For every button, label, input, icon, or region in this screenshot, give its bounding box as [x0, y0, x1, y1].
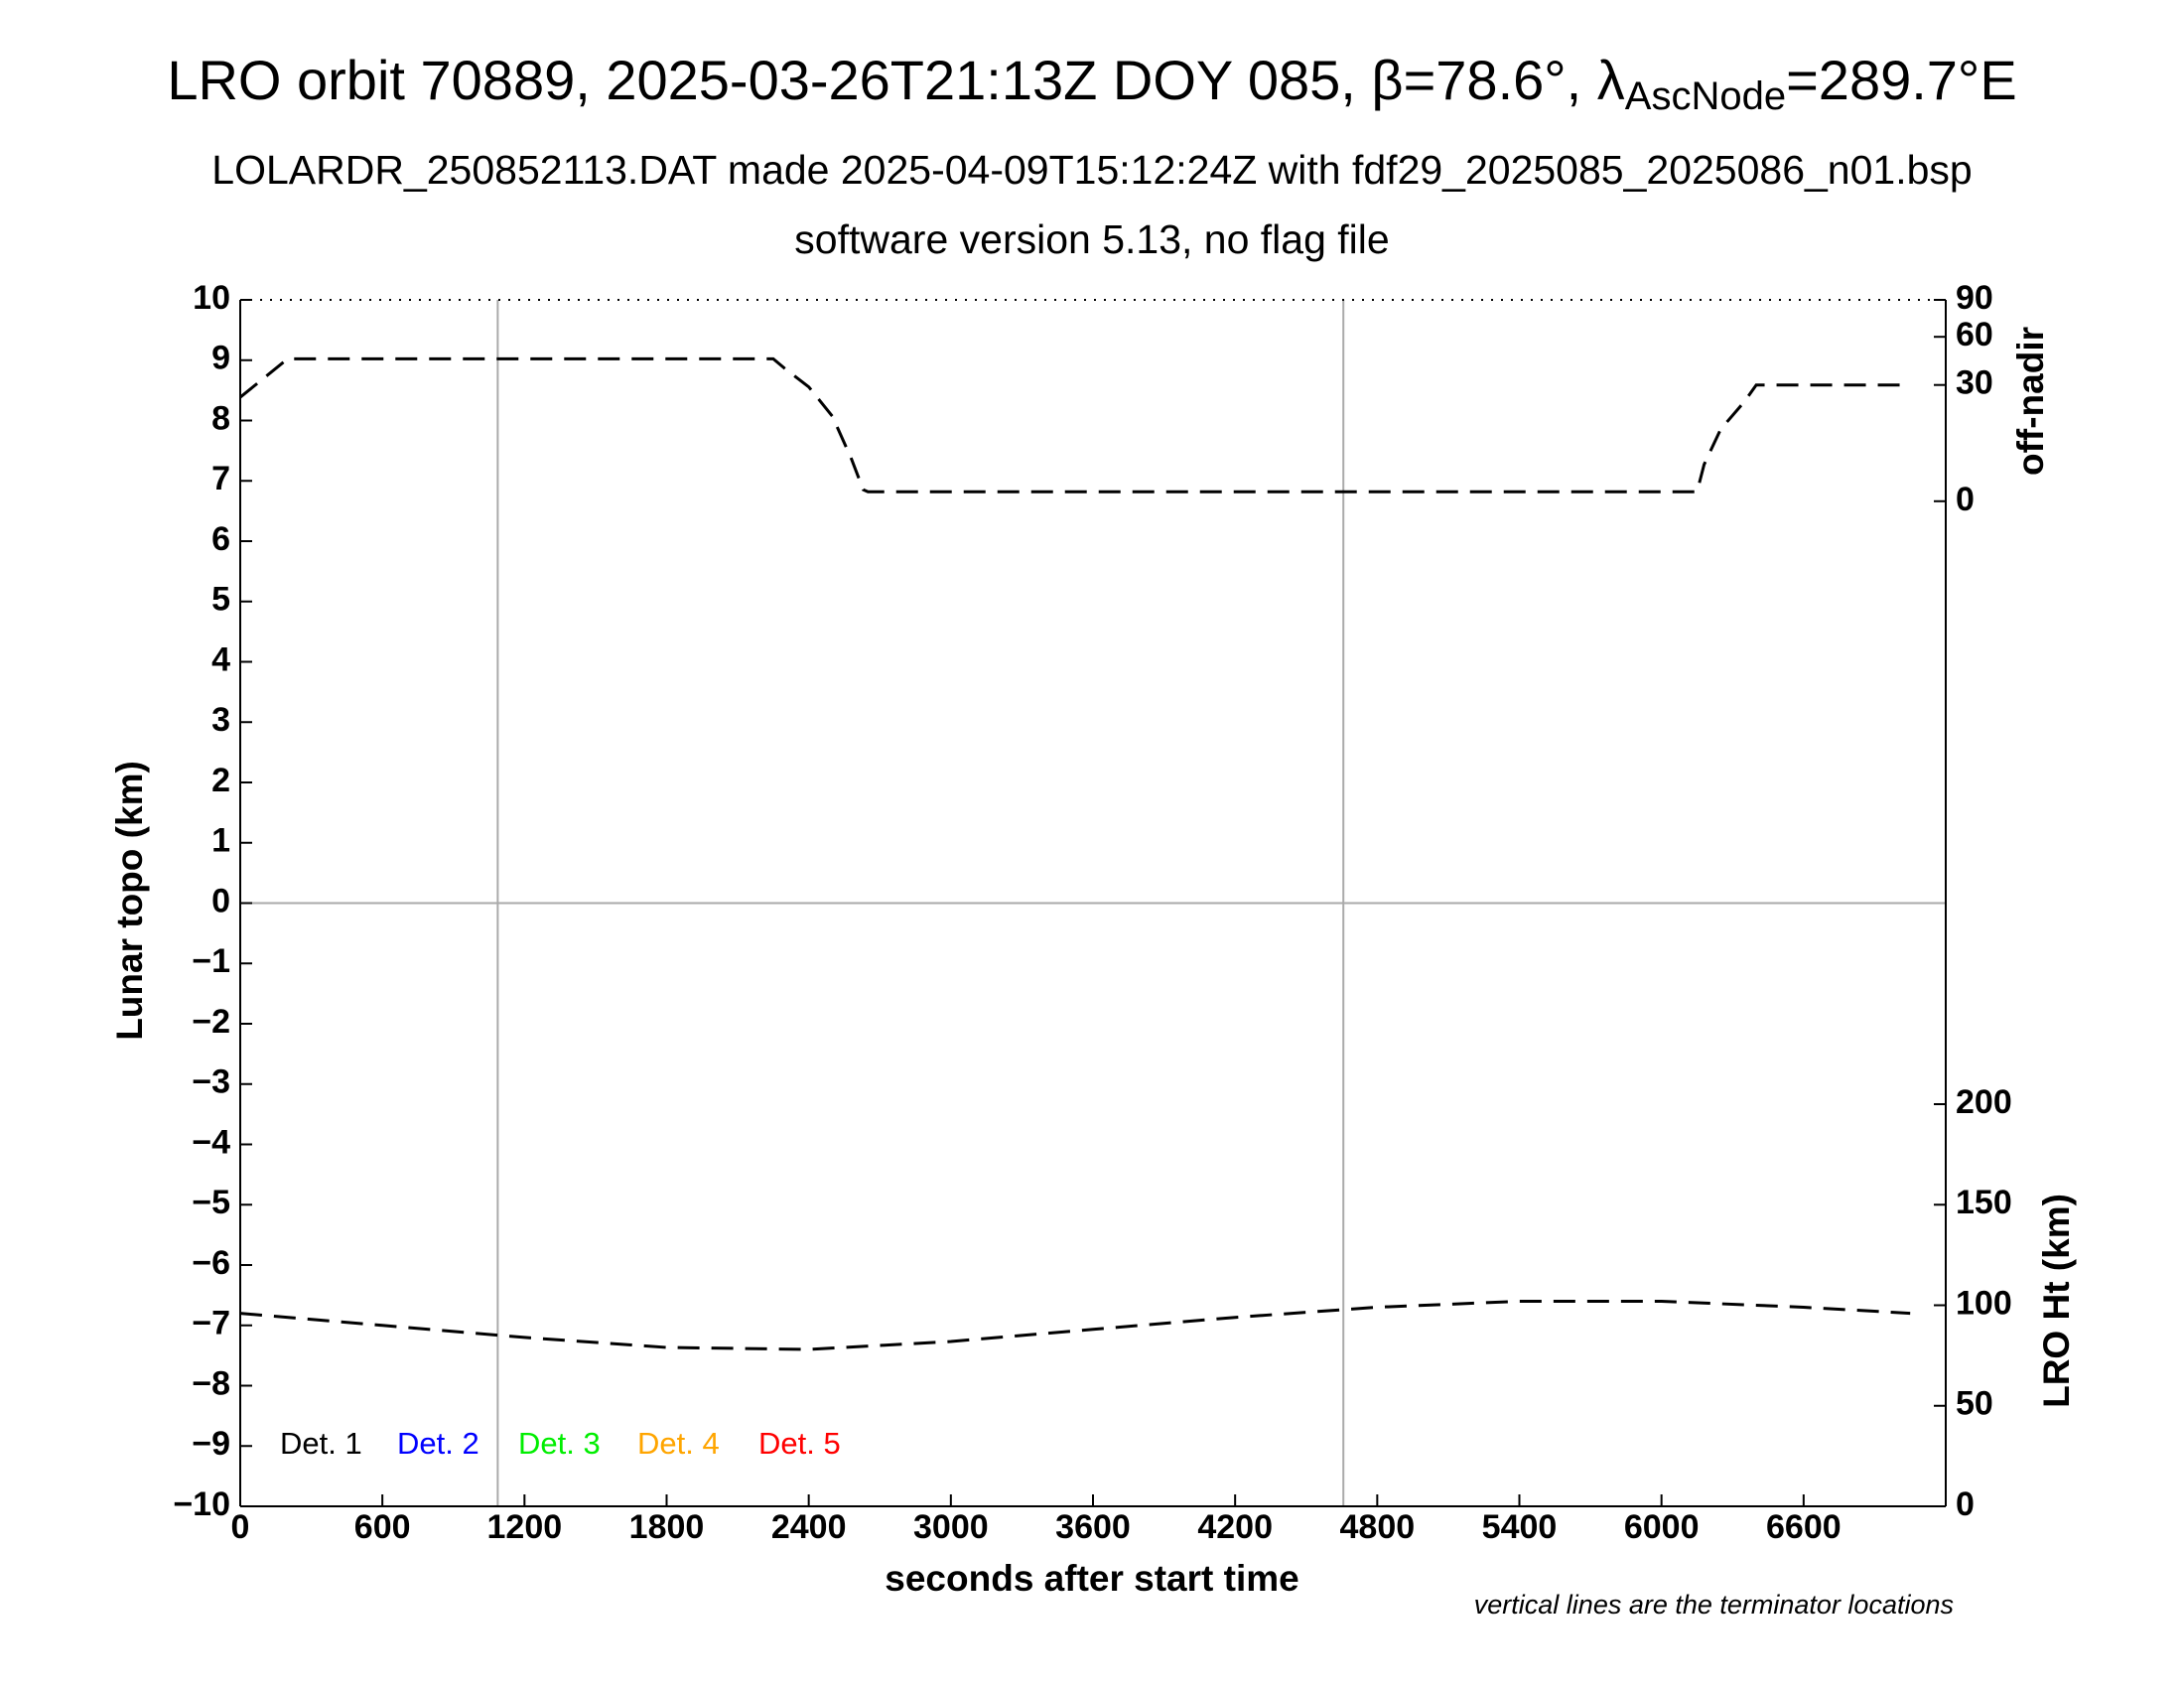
y-tick-label: −5 [192, 1184, 230, 1221]
y-tick-label: −8 [192, 1364, 230, 1402]
title-end: =289.7°E [1786, 49, 2017, 111]
y-tick-label: 2 [211, 762, 230, 799]
y-tick-label: −10 [173, 1485, 230, 1523]
y2-axis-label: LRO Ht (km) [2036, 1194, 2077, 1408]
y-tick-label: 1 [211, 822, 230, 860]
y-tick-label: −6 [192, 1244, 230, 1282]
legend-entry: Det. 4 [637, 1426, 720, 1461]
y-tick-label: −9 [192, 1425, 230, 1463]
x-tick-label: 6600 [1766, 1508, 1842, 1546]
legend-entry: Det. 5 [758, 1426, 841, 1461]
y2-tick-label: 200 [1956, 1083, 2012, 1121]
legend-entry: Det. 2 [397, 1426, 479, 1461]
x-tick-label: 0 [231, 1508, 250, 1546]
data-line [239, 356, 1911, 494]
y-tick-label: 7 [211, 460, 230, 497]
x-tick-label: 1200 [487, 1508, 563, 1546]
subtitle: software version 5.13, no flag file [794, 216, 1389, 262]
y-tick-label: −7 [192, 1305, 230, 1342]
y3-tick-label: 30 [1956, 364, 1993, 402]
y-tick-label: 0 [211, 882, 230, 919]
title-subscript: AscNode [1625, 74, 1786, 118]
data-line [239, 1300, 1911, 1351]
y3-axis-label: off-nadir [2010, 327, 2051, 476]
y-tick-label: 5 [211, 581, 230, 619]
y2-tick-label: 0 [1956, 1485, 1975, 1523]
x-tick-label: 6000 [1624, 1508, 1700, 1546]
x-tick-label: 4200 [1197, 1508, 1273, 1546]
legend-entry: Det. 3 [518, 1426, 601, 1461]
y2-tick-label: 150 [1956, 1184, 2012, 1221]
y-tick-label: 6 [211, 520, 230, 558]
y2-tick-label: 100 [1956, 1284, 2012, 1322]
y-tick-label: 10 [193, 279, 230, 317]
y3-tick-label: 60 [1956, 316, 1993, 353]
x-tick-label: 4800 [1340, 1508, 1416, 1546]
chart-title: LRO orbit 70889, 2025-03-26T21:13Z DOY 0… [167, 49, 2016, 118]
y-tick-label: 9 [211, 340, 230, 377]
x-tick-label: 2400 [771, 1508, 847, 1546]
y3-tick-label: 0 [1956, 481, 1975, 518]
y-tick-label: −1 [192, 942, 230, 980]
y-tick-label: −4 [192, 1123, 230, 1161]
x-tick-label: 1800 [629, 1508, 705, 1546]
y-tick-label: 4 [211, 640, 230, 678]
x-tick-label: 3600 [1055, 1508, 1131, 1546]
x-tick-label: 3000 [913, 1508, 989, 1546]
note: vertical lines are the terminator locati… [1474, 1590, 1954, 1620]
y-tick-label: 3 [211, 701, 230, 739]
x-tick-label: 5400 [1482, 1508, 1558, 1546]
y-tick-label: −2 [192, 1003, 230, 1041]
title-main: LRO orbit 70889, 2025-03-26T21:13Z DOY 0… [167, 49, 1624, 111]
subtitle: LOLARDR_250852113.DAT made 2025-04-09T15… [211, 147, 1972, 193]
x-tick-label: 600 [354, 1508, 411, 1546]
y-tick-label: 8 [211, 399, 230, 437]
y-axis-label: Lunar topo (km) [109, 761, 150, 1041]
y2-tick-label: 50 [1956, 1385, 1993, 1423]
x-axis-label: seconds after start time [885, 1558, 1298, 1599]
y3-tick-label: 90 [1956, 279, 1993, 317]
legend-entry: Det. 1 [280, 1426, 362, 1461]
y-tick-label: −3 [192, 1063, 230, 1101]
